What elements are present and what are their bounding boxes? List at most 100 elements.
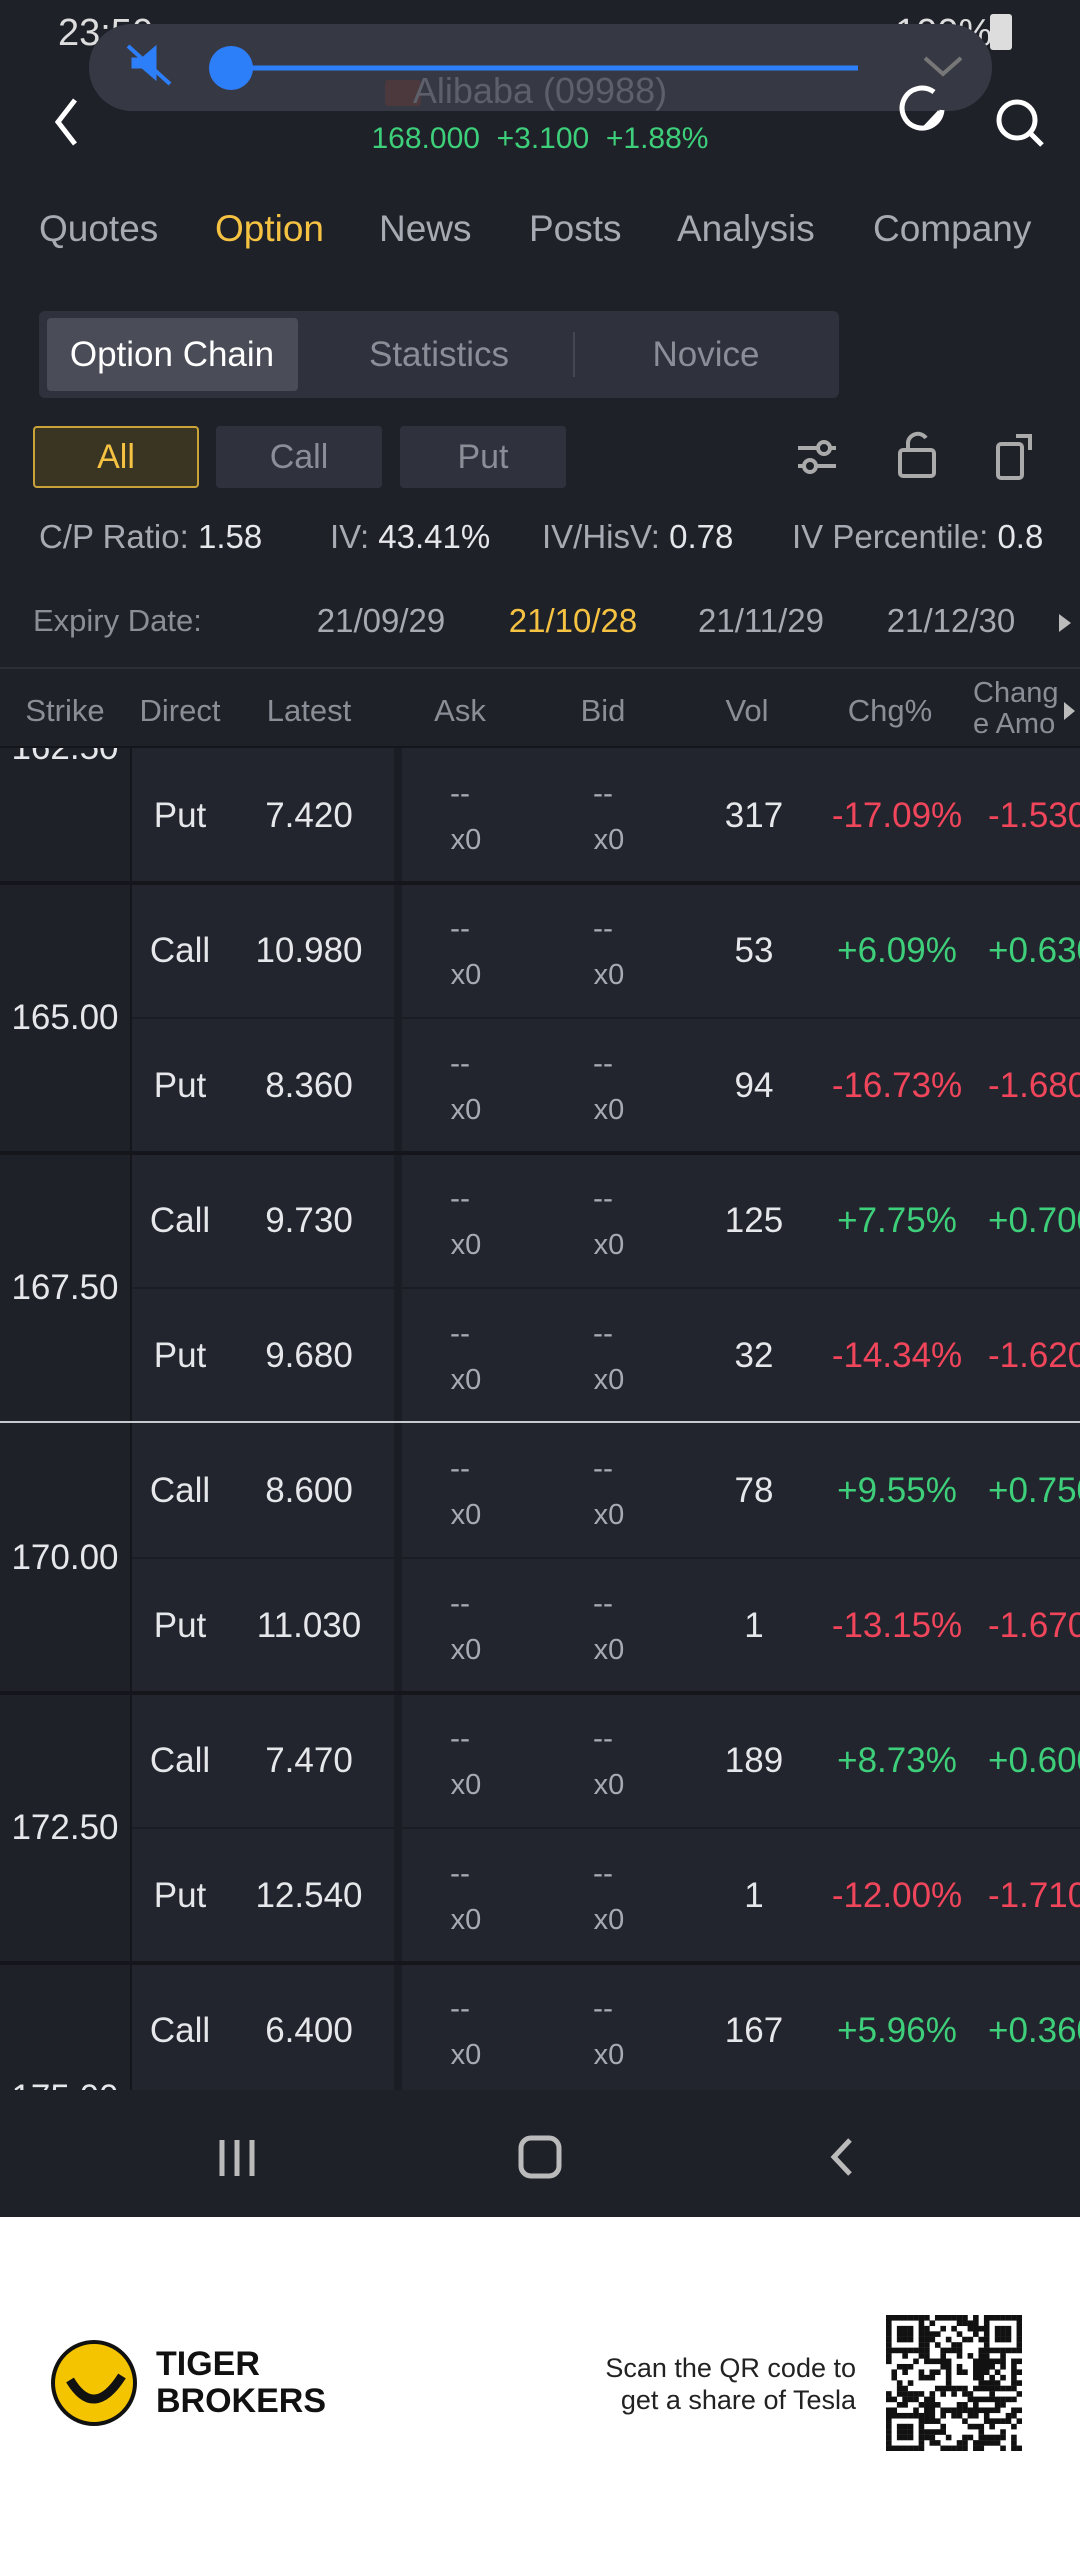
qr-module (1000, 2396, 1006, 2403)
promo-line: get a share of Tesla (620, 2385, 856, 2415)
qr-module (891, 2347, 898, 2354)
change-amount: -1.710 (988, 1875, 1080, 1915)
filter-button[interactable]: All (33, 426, 199, 488)
qr-module (902, 2434, 908, 2441)
qr-module (973, 2363, 979, 2370)
segment[interactable]: Novice (652, 335, 760, 374)
qr-module (1016, 2418, 1022, 2424)
tab[interactable]: Option (215, 208, 325, 249)
qr-module (940, 2315, 946, 2321)
metric-label: IV Percentile: (792, 518, 989, 555)
qr-module (945, 2434, 952, 2441)
expiry-date[interactable]: 21/11/29 (697, 602, 824, 639)
ask: -- (450, 1316, 470, 1350)
home-button[interactable] (518, 2135, 562, 2179)
qr-module (886, 2336, 892, 2343)
search-button[interactable] (996, 99, 1044, 147)
bid: -- (593, 1721, 613, 1755)
change-pct: +9.55% (837, 1470, 957, 1510)
qr-module (994, 2440, 1001, 2446)
change-pct: -14.34% (831, 1335, 963, 1375)
qr-module (907, 2331, 914, 2337)
latest: 9.680 (265, 1335, 353, 1375)
tab[interactable]: Company (873, 208, 1032, 249)
expiry-date[interactable]: 21/09/29 (316, 602, 446, 639)
group-separator (0, 1691, 1080, 1695)
bid-size: x0 (593, 1633, 625, 1666)
qr-module (983, 2412, 990, 2419)
recents-button[interactable] (219, 2140, 255, 2176)
expiry-more[interactable] (1055, 608, 1080, 638)
latest: 9.730 (265, 1200, 353, 1240)
segment[interactable]: Statistics (368, 335, 510, 374)
qr-module (962, 2336, 968, 2343)
qr-module (924, 2342, 930, 2348)
volume-knob[interactable] (209, 46, 253, 90)
qr-module (994, 2418, 1001, 2424)
qr-module (973, 2320, 979, 2327)
bid: -- (593, 911, 613, 945)
direct: Put (153, 1875, 207, 1915)
qr-module (902, 2396, 908, 2403)
qr-module (902, 2385, 908, 2392)
qr-module (983, 2315, 990, 2321)
volume: 32 (734, 1335, 774, 1375)
expiry-date[interactable]: 21/10/28 (508, 602, 638, 639)
qr-module (994, 2331, 1001, 2337)
back-button[interactable] (54, 98, 77, 146)
strike: 172.50 (11, 1808, 119, 1847)
qr-module (902, 2347, 908, 2354)
settings-button[interactable] (798, 440, 836, 474)
latest: 6.400 (265, 2010, 353, 2050)
bid: -- (593, 1991, 613, 2025)
qr-module (951, 2391, 957, 2397)
qr-module (918, 2353, 925, 2359)
filter-button[interactable]: Call (216, 426, 382, 488)
lock-button[interactable] (898, 431, 936, 478)
mute-icon[interactable] (126, 44, 172, 86)
tab[interactable]: Analysis (677, 208, 815, 249)
refresh-button[interactable] (899, 85, 945, 131)
qr-module (994, 2336, 1001, 2343)
qr-module (891, 2396, 898, 2403)
qr-module (886, 2434, 892, 2441)
volume-expand[interactable] (923, 56, 963, 77)
qr-module (978, 2396, 985, 2403)
qr-module (918, 2445, 925, 2451)
qr-module (945, 2385, 952, 2392)
filter-button[interactable]: Put (400, 426, 566, 488)
qr-module (918, 2347, 925, 2354)
qr-module (896, 2412, 903, 2419)
qr-module (924, 2412, 930, 2419)
tab[interactable]: News (379, 208, 472, 249)
tab[interactable]: Quotes (39, 208, 159, 249)
qr-module (967, 2407, 974, 2414)
tab[interactable]: Posts (529, 208, 622, 249)
qr-module (1011, 2363, 1017, 2370)
qr-module (951, 2445, 957, 2451)
qr-module (1011, 2315, 1017, 2321)
columns-more[interactable] (1060, 696, 1080, 726)
qr-module (929, 2331, 936, 2337)
qr-module (973, 2331, 979, 2337)
qr-module (989, 2358, 995, 2365)
qr-module (918, 2342, 925, 2348)
column-header: Latest (266, 693, 352, 728)
rotate-button[interactable] (996, 434, 1032, 480)
ask-size: x0 (450, 1633, 482, 1666)
expiry-date[interactable]: 21/12/30 (886, 602, 1016, 639)
qr-module (907, 2434, 914, 2441)
latest: 12.540 (255, 1875, 363, 1915)
qr-module (978, 2347, 985, 2354)
latest: 7.470 (265, 1740, 353, 1780)
metric-label: IV/HisV: (542, 518, 660, 555)
qr-module (940, 2429, 946, 2435)
segment[interactable]: Option Chain (69, 335, 275, 374)
volume: 189 (724, 1740, 784, 1780)
qr-module (902, 2391, 908, 2397)
qr-module (886, 2440, 892, 2446)
back-nav-button[interactable] (830, 2138, 852, 2176)
qr-module (924, 2434, 930, 2441)
qr-module (1011, 2440, 1017, 2446)
